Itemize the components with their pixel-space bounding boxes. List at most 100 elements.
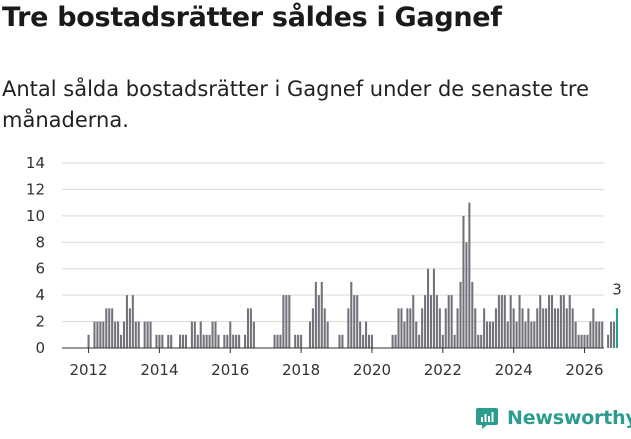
y-tick-label: 10 [26,207,45,225]
bar [362,334,365,348]
bar [550,295,554,348]
bar [181,334,185,348]
bar [326,321,329,348]
bar [509,295,512,348]
bar [465,242,468,348]
bar [533,321,536,348]
bar [276,334,279,348]
bar [229,321,232,348]
bar [491,321,495,348]
bar [459,281,462,348]
bar [137,321,140,348]
bar [483,308,486,348]
newsworthy-logo-icon [476,408,498,429]
bar [518,295,521,348]
bar [146,321,149,348]
bar [338,334,341,348]
bar [536,308,539,348]
bar [108,308,111,348]
x-tick-label: 2014 [140,361,178,379]
bar [226,334,229,348]
bar [93,321,96,348]
bar [365,321,368,348]
bar [288,295,291,348]
bar [562,295,565,348]
brand-name: Newsworthy [507,407,631,429]
bar [406,308,409,348]
bar [444,308,447,348]
bar [539,295,542,348]
bar [314,281,317,348]
bar [249,308,252,348]
bar [122,321,126,348]
bar [273,334,276,348]
bar [353,295,356,348]
bar-chart: 0 2 4 6 8 10 12 14 2012 2014 2016 2018 2020 2022 2024… [26,154,622,379]
bar [589,321,592,348]
bar [586,334,589,348]
bar [190,321,193,348]
x-tick-label: 2026 [565,361,603,379]
bar [486,321,489,348]
bar [394,334,397,348]
bar [282,295,285,348]
bar [350,281,353,348]
data-label: 3 [612,280,622,298]
y-tick-label: 6 [35,260,45,278]
y-tick-label: 8 [35,233,45,251]
x-tick-label: 2024 [495,361,533,379]
bar [400,308,403,348]
bar [595,321,598,348]
bar [323,308,326,348]
bar [548,295,551,348]
bar [232,334,235,348]
bar [294,334,297,348]
bar [512,308,515,348]
bar [497,295,500,348]
bar [421,308,424,348]
bar [615,308,619,348]
x-axis: 2012 2014 2016 2018 2020 2022 2024 2026 [62,347,604,379]
bar [117,321,120,348]
bar [114,321,117,348]
chart-bars [87,202,619,348]
bar [527,308,530,348]
bar [320,281,323,348]
bar [506,321,509,348]
bar [456,308,459,348]
bar [99,321,102,348]
bar [612,321,616,348]
bar [503,295,506,348]
bar [568,295,571,348]
x-tick-label: 2018 [282,361,320,379]
bar [143,321,146,348]
bar [477,334,480,348]
x-tick-label: 2022 [424,361,462,379]
bar [545,308,548,348]
bar [297,334,300,348]
page-title: Tre bostadsrätter såldes i Gagnef [2,2,502,33]
chart-annotations: 3 [612,280,622,298]
bar [441,334,444,348]
brand[interactable]: Newsworthy [475,406,631,430]
y-axis-ticks: 0 2 4 6 8 10 12 14 [26,154,45,357]
bar [300,334,303,348]
bar [158,334,161,348]
bar [279,334,282,348]
bar [468,202,471,348]
bar [565,308,568,348]
bar [367,334,371,348]
bar [574,321,577,348]
bar [450,295,453,348]
bar [87,334,90,348]
bar [184,334,188,348]
bar [155,334,158,348]
bar [246,308,250,348]
bar [202,334,205,348]
bar [370,334,373,348]
bar [317,295,320,348]
x-tick-label: 2016 [211,361,249,379]
bar [356,295,359,348]
bar [161,334,164,348]
bar [211,321,214,348]
